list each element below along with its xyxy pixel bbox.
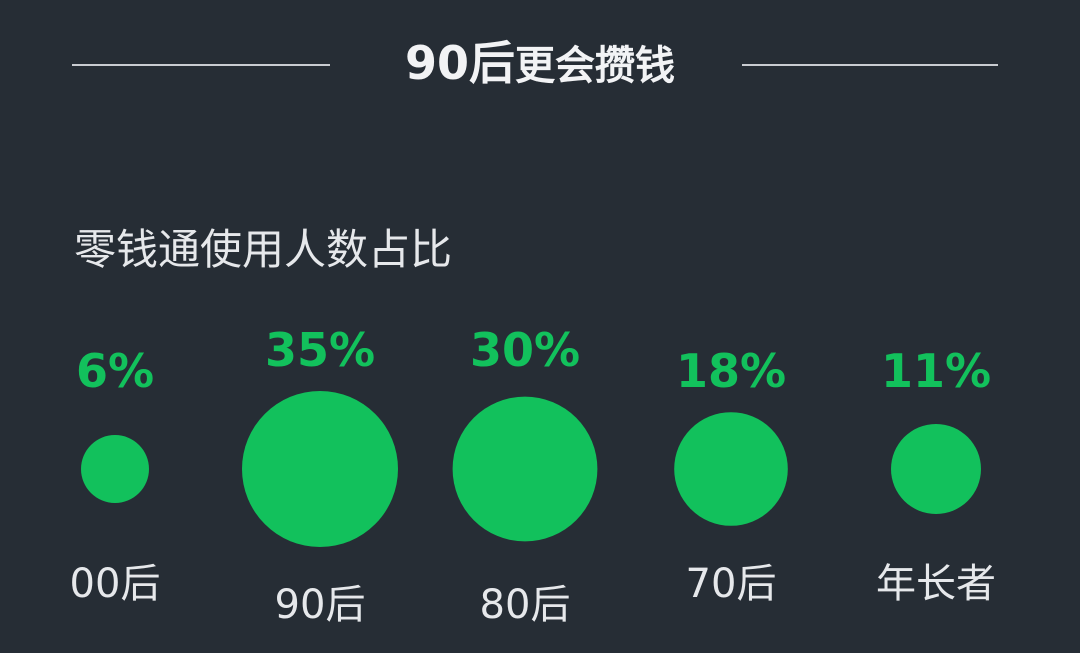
bubble-2: [452, 396, 598, 542]
category-label-3: 70后: [686, 561, 777, 607]
category-label-2: 80后: [480, 582, 571, 628]
value-label-3: 18%: [676, 344, 786, 398]
page-title-rest: 更会攒钱: [515, 43, 675, 89]
category-label-0: 00后: [70, 561, 161, 607]
value-label-0: 6%: [76, 344, 154, 398]
category-label-1: 90后: [275, 582, 366, 628]
value-label-1: 35%: [265, 323, 375, 377]
bubble-4: [891, 424, 981, 514]
page-title: 90后更会攒钱: [340, 30, 740, 99]
title-divider-right: [742, 64, 998, 66]
bubble-0: [81, 435, 149, 503]
chart-subtitle: 零钱通使用人数占比: [74, 225, 453, 274]
bubble-1: [242, 391, 398, 547]
title-divider-left: [72, 64, 330, 66]
page-title-accent: 90后: [404, 36, 515, 90]
bubble-3: [674, 412, 788, 526]
category-label-4: 年长者: [876, 561, 996, 607]
value-label-2: 30%: [470, 323, 580, 377]
value-label-4: 11%: [881, 344, 991, 398]
